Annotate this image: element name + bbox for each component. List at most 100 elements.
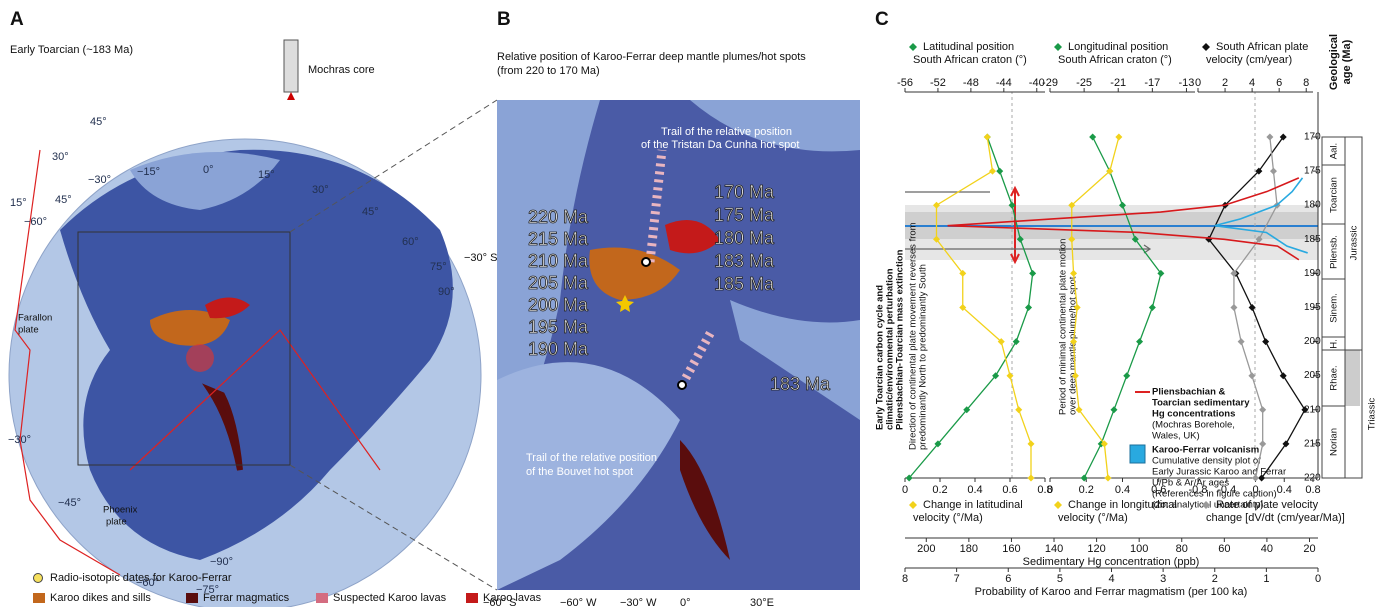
stage-label: Toarcian bbox=[1329, 177, 1340, 213]
x-tick-label: -0.8 bbox=[1189, 484, 1208, 496]
legend-label: (References in figure caption) bbox=[1152, 489, 1277, 500]
axis-title: South African plate bbox=[1216, 41, 1308, 53]
x-tick-label: -21 bbox=[1110, 77, 1126, 89]
plate-boundary bbox=[14, 149, 381, 576]
series-point bbox=[997, 338, 1005, 346]
side-label: Pliensbachian-Toarcian mass extinction bbox=[895, 249, 906, 430]
x-tick-label: -48 bbox=[963, 77, 979, 89]
series-point bbox=[1136, 338, 1144, 346]
shelf bbox=[497, 362, 680, 590]
trail-label: Trail of the relative position bbox=[526, 452, 657, 464]
x-tick-label: 0.4 bbox=[1277, 484, 1292, 496]
legend-label: Cumulative density plot of bbox=[1152, 456, 1261, 467]
series-line bbox=[935, 136, 1032, 478]
legend-swatch bbox=[33, 573, 43, 583]
hot-spot-trail bbox=[645, 149, 716, 388]
x-tick-label: 6 bbox=[1005, 573, 1011, 585]
x-tick-label: 0 bbox=[1315, 573, 1321, 585]
stage-label: H. bbox=[1329, 339, 1340, 349]
panel-title: Relative position of Karoo-Ferrar deep m… bbox=[497, 51, 806, 63]
grid-label: 45° bbox=[362, 206, 379, 218]
series-point bbox=[1006, 372, 1014, 380]
y-tick-label: 215 bbox=[1304, 438, 1321, 449]
axis-title: Longitudinal position bbox=[1068, 41, 1168, 53]
grid-label: −15° bbox=[137, 166, 160, 178]
x-tick-label: 140 bbox=[1045, 543, 1063, 555]
legend-label: (Mochras Borehole, bbox=[1152, 420, 1235, 431]
y-tick-label: 195 bbox=[1304, 302, 1321, 313]
age-label: 170 Ma bbox=[714, 182, 775, 202]
legend-label: Karoo-Ferrar volcanism bbox=[1152, 445, 1259, 456]
x-tick-label: 0.6 bbox=[1002, 484, 1017, 496]
grid-label: −45° bbox=[58, 497, 81, 509]
series-point bbox=[1115, 133, 1123, 141]
lat-label: −30° S bbox=[464, 252, 497, 264]
series-point bbox=[1252, 474, 1259, 482]
x-tick-label: 0 bbox=[1047, 484, 1053, 496]
series-point bbox=[1279, 133, 1287, 141]
legend-label: Early Jurassic Karoo and Ferrar bbox=[1152, 467, 1286, 478]
x-tick-label: -40 bbox=[1029, 77, 1045, 89]
series-point bbox=[1259, 440, 1267, 448]
series-point bbox=[1106, 167, 1114, 175]
plate-label: plate bbox=[18, 325, 39, 336]
legend-swatch bbox=[1129, 444, 1146, 464]
legend-label: Karoo dikes and sills bbox=[50, 592, 151, 604]
x-tick-label: 4 bbox=[1249, 77, 1255, 89]
legend-swatch bbox=[33, 593, 45, 603]
age-label: 195 Ma bbox=[528, 317, 589, 337]
axis-title: Geological bbox=[1328, 34, 1340, 90]
grid-label: 0° bbox=[203, 164, 214, 176]
y-tick-label: 210 bbox=[1304, 404, 1321, 415]
series-point bbox=[1157, 269, 1165, 277]
age-label: 175 Ma bbox=[714, 205, 775, 225]
axis-title: velocity (°/Ma) bbox=[1058, 512, 1128, 524]
legend-label: Toarcian sedimentary bbox=[1152, 398, 1250, 409]
series-point bbox=[1015, 406, 1023, 414]
karoo-lavas bbox=[205, 297, 250, 319]
series-point bbox=[933, 201, 940, 209]
x-tick-label: 0.2 bbox=[932, 484, 947, 496]
title-marker bbox=[1202, 43, 1210, 51]
series-point bbox=[1070, 338, 1078, 346]
series-point bbox=[959, 269, 967, 277]
series-point bbox=[934, 440, 942, 448]
series-point bbox=[1068, 235, 1076, 243]
grid-label: −75° bbox=[196, 584, 219, 596]
connector bbox=[289, 99, 498, 233]
series-point bbox=[1029, 269, 1037, 277]
x-tick-label: -56 bbox=[897, 77, 913, 89]
series-point bbox=[1279, 372, 1287, 380]
series-point bbox=[1230, 269, 1238, 277]
legend-swatch bbox=[316, 593, 328, 603]
age-label: 180 Ma bbox=[714, 228, 775, 248]
series-point bbox=[1075, 406, 1083, 414]
legend-label: Wales, UK) bbox=[1152, 431, 1200, 442]
y-tick-label: 205 bbox=[1304, 370, 1321, 381]
x-tick-label: -0.4 bbox=[1217, 484, 1236, 496]
axis-title: South African craton (°) bbox=[1058, 54, 1172, 66]
age-label: 200 Ma bbox=[528, 295, 589, 315]
x-tick-label: 0 bbox=[1252, 484, 1258, 496]
series-point bbox=[1068, 201, 1076, 209]
legend-label: Pliensbachian & bbox=[1152, 387, 1226, 398]
x-tick-label: 0.8 bbox=[1037, 484, 1052, 496]
x-tick-label: 0.4 bbox=[1115, 484, 1130, 496]
series-point bbox=[1255, 235, 1263, 243]
series-point bbox=[1027, 474, 1035, 482]
series-point bbox=[1259, 406, 1267, 414]
axis-title: South African craton (°) bbox=[913, 54, 1027, 66]
hot-spot bbox=[677, 380, 687, 390]
trail-label: of the Bouvet hot spot bbox=[526, 466, 633, 478]
x-tick-label: 0 bbox=[902, 484, 908, 496]
age-label: 210 Ma bbox=[528, 251, 589, 271]
continent bbox=[60, 149, 453, 560]
axis-title: Change in latitudinal bbox=[923, 499, 1023, 511]
grid-label: −60° bbox=[24, 216, 47, 228]
grid-label: −90° bbox=[210, 556, 233, 568]
karoo-dikes bbox=[150, 310, 230, 346]
series-point bbox=[1301, 406, 1309, 414]
series-point bbox=[1282, 440, 1290, 448]
x-tick-label: 100 bbox=[1130, 543, 1148, 555]
series-point bbox=[1119, 201, 1126, 209]
